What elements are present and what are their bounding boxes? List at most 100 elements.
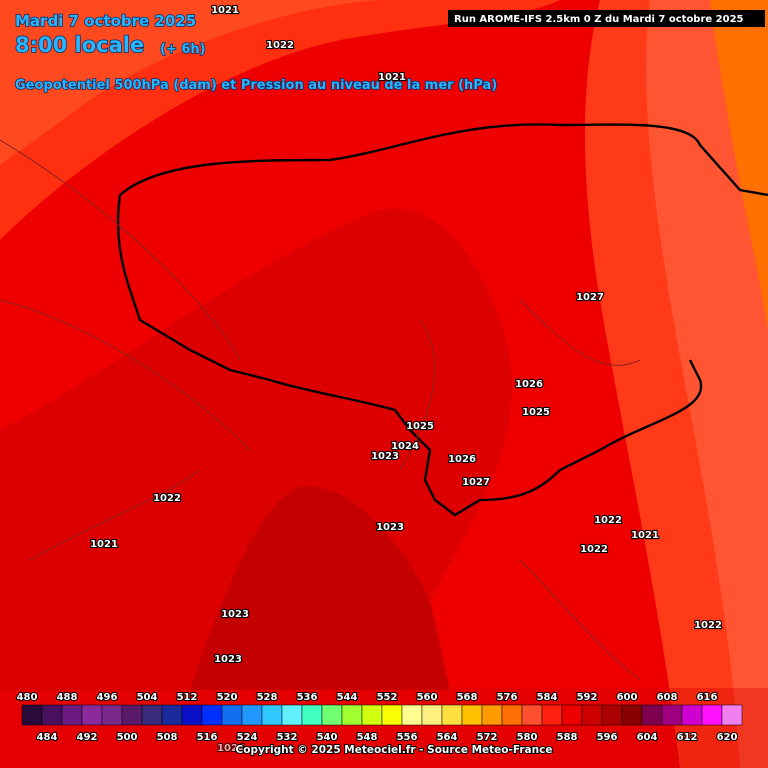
scale-swatch	[61, 704, 83, 726]
pressure-label: 1022	[694, 620, 722, 631]
scale-label: 544	[337, 692, 358, 703]
pressure-label: 1024	[217, 743, 245, 754]
scale-swatch	[301, 704, 323, 726]
scale-swatch	[421, 704, 443, 726]
scale-label: 568	[457, 692, 478, 703]
zone-right2	[646, 0, 768, 768]
scale-swatch	[701, 704, 723, 726]
scale-swatch	[441, 704, 463, 726]
zone-592	[190, 486, 450, 690]
header: Mardi 7 octobre 2025 8:00 locale (+ 6h) …	[14, 10, 765, 94]
pressure-label: 1027	[576, 292, 604, 303]
scale-label: 536	[297, 692, 318, 703]
scale-label: 592	[577, 692, 598, 703]
scale-swatch	[721, 704, 743, 726]
scale-label: 516	[197, 732, 218, 743]
footer: Copyright © 2025 Meteociel.fr - Source M…	[236, 744, 553, 756]
time: 8:00 locale	[15, 33, 144, 57]
pressure-label: 1027	[462, 477, 490, 488]
scale-swatch	[361, 704, 383, 726]
border	[116, 123, 768, 517]
pressure-label: 1021	[90, 539, 118, 550]
scale-swatch	[81, 704, 103, 726]
scale-swatch	[581, 704, 603, 726]
pressure-label: 1023	[214, 654, 242, 665]
scale-swatch	[181, 704, 203, 726]
scale-swatch	[521, 704, 543, 726]
pressure-label: 1022	[594, 515, 622, 526]
pressure-label: 1023	[376, 522, 404, 533]
scale-label: 572	[477, 732, 498, 743]
scale-swatch	[161, 704, 183, 726]
pressure-label: 1023	[371, 451, 399, 462]
scale-label: 588	[557, 732, 578, 743]
pressure-label: 1024	[391, 441, 419, 452]
run-box	[448, 10, 765, 27]
scale-label: 576	[497, 692, 518, 703]
scale-swatch	[261, 704, 283, 726]
scale-swatch	[341, 704, 363, 726]
zone-right3	[710, 0, 768, 330]
scale-label: 548	[357, 732, 378, 743]
pressure-label: 1021	[211, 5, 239, 16]
scale-label: 556	[397, 732, 418, 743]
pressure-label: 1022	[580, 544, 608, 555]
pressure-label: 1025	[406, 421, 434, 432]
scale-swatch	[681, 704, 703, 726]
scale-label: 616	[697, 692, 718, 703]
scale-label: 500	[117, 732, 138, 743]
scale-label: 508	[157, 732, 178, 743]
scale-swatch	[101, 704, 123, 726]
scale-label: 564	[437, 732, 458, 743]
scale-swatch	[221, 704, 243, 726]
scale-swatch	[601, 704, 623, 726]
scale-label: 604	[637, 732, 658, 743]
scale-swatch	[121, 704, 143, 726]
scale-label: 580	[517, 732, 538, 743]
scale-label: 608	[657, 692, 678, 703]
scale-label: 560	[417, 692, 438, 703]
color-scale: 480 484 488 492 496 500 504 508 512 516 520 524 528 5…	[16, 691, 743, 744]
scale-label: 552	[377, 692, 398, 703]
scale-label: 540	[317, 732, 338, 743]
scale-label: 532	[277, 732, 298, 743]
subtitle: Geopotentiel 500hPa (dam) et Pression au…	[15, 78, 497, 93]
scale-label: 520	[217, 692, 238, 703]
pressure-label: 1025	[522, 407, 550, 418]
scale-label: 480	[17, 692, 38, 703]
pressure-label: 1021	[631, 530, 659, 541]
scale-label: 492	[77, 732, 98, 743]
scale-label: 612	[677, 732, 698, 743]
run: Run AROME-IFS 2.5km 0 Z du Mardi 7 octob…	[454, 14, 744, 25]
scale-swatch	[21, 704, 43, 726]
scale-label: 512	[177, 692, 198, 703]
scale-label: 484	[37, 732, 58, 743]
scale-label: 596	[597, 732, 618, 743]
scale-swatch	[141, 704, 163, 726]
scale-swatch	[641, 704, 663, 726]
scale-swatch	[481, 704, 503, 726]
scale-swatch	[561, 704, 583, 726]
pressure-label: 1026	[448, 454, 476, 465]
scale-swatch	[321, 704, 343, 726]
scale-swatch	[661, 704, 683, 726]
date: Mardi 7 octobre 2025	[15, 12, 196, 30]
isobars	[0, 139, 641, 681]
pressure-label: 1022	[153, 493, 181, 504]
pressure-label: 1023	[221, 609, 249, 620]
scale-label: 488	[57, 692, 78, 703]
pressure-label: 1026	[515, 379, 543, 390]
scale-swatch	[501, 704, 523, 726]
scale-label: 620	[717, 732, 738, 743]
scale-swatch	[541, 704, 563, 726]
scale-swatch	[621, 704, 643, 726]
lead: (+ 6h)	[160, 42, 206, 57]
scale-swatch	[381, 704, 403, 726]
scale-label: 524	[237, 732, 258, 743]
scale-label: 528	[257, 692, 278, 703]
scale-swatch	[401, 704, 423, 726]
scale-swatch	[241, 704, 263, 726]
scale-label: 584	[537, 692, 558, 703]
scale-label: 496	[97, 692, 118, 703]
